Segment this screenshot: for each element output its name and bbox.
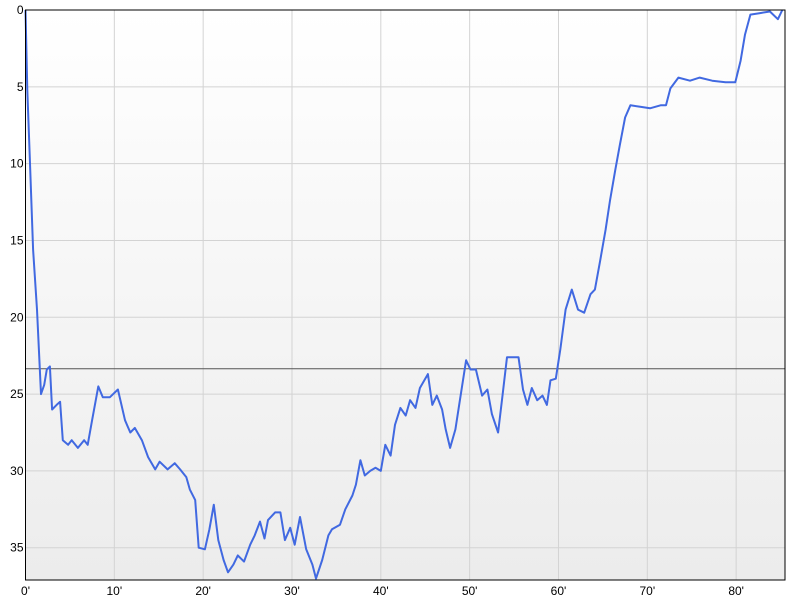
x-tick-label: 20' (195, 584, 211, 598)
plot-area (25, 10, 785, 580)
y-tick-label: 30 (10, 464, 24, 478)
y-tick-label: 35 (10, 541, 24, 555)
x-tick-label: 70' (639, 584, 655, 598)
x-tick-label: 60' (551, 584, 567, 598)
x-tick-label: 40' (373, 584, 389, 598)
gridlines (25, 10, 785, 580)
x-tick-label: 80' (728, 584, 744, 598)
y-tick-label: 20 (10, 310, 24, 324)
y-tick-label: 0 (17, 3, 24, 17)
y-tick-label: 15 (10, 233, 24, 247)
x-tick-label: 50' (462, 584, 478, 598)
x-tick-label: 10' (107, 584, 123, 598)
x-tick-label: 30' (284, 584, 300, 598)
series-line (24, 9, 784, 580)
y-tick-label: 25 (10, 387, 24, 401)
x-tick-label: 0' (21, 584, 30, 598)
plot-frame (25, 9, 786, 581)
y-tick-label: 5 (17, 80, 24, 94)
tick-labels: 0' 10' 20' 30' 40' 50' 60' 70' 80' 0 5 10 15 20 25 30 35 (10, 3, 744, 598)
y-tick-label: 10 (10, 157, 24, 171)
